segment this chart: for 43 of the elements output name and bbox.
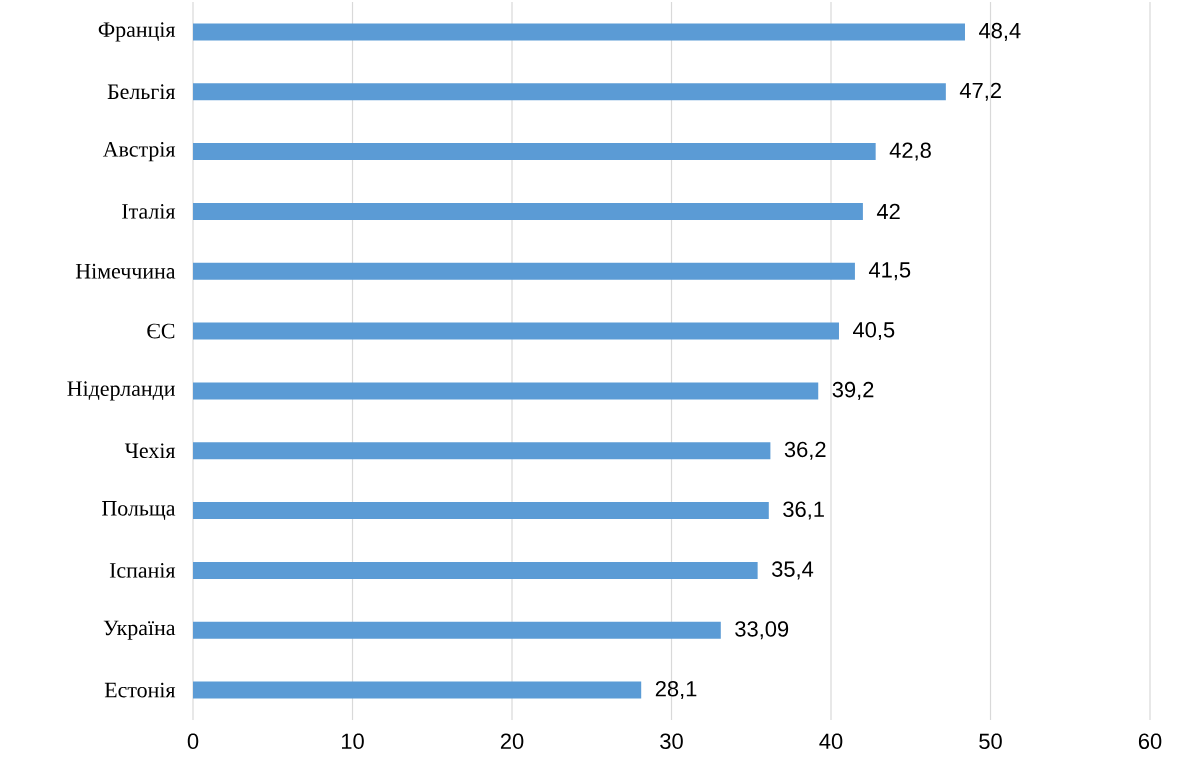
x-tick-label: 20 — [500, 733, 524, 750]
y-tick-label: Нідерланди — [67, 381, 175, 401]
y-tick-label: Франція — [98, 22, 176, 42]
y-tick-label: Бельгія — [107, 84, 176, 100]
y-tick-label: Польща — [102, 501, 176, 521]
x-tick-label: 30 — [660, 733, 683, 750]
bar — [193, 681, 642, 699]
bar — [193, 143, 876, 161]
data-label: 42 — [876, 203, 900, 220]
y-tick-label: Італія — [122, 204, 176, 219]
x-tick-label: 10 — [341, 733, 364, 750]
bar — [193, 322, 839, 340]
bar — [193, 382, 819, 400]
data-label: 36,1 — [783, 501, 824, 520]
x-tick-label: 40 — [819, 733, 843, 750]
data-label: 48,4 — [979, 22, 1021, 41]
bar — [193, 621, 721, 639]
bar — [193, 502, 769, 520]
x-tick-label: 50 — [979, 733, 1002, 750]
bar — [193, 561, 758, 579]
data-label: 36,2 — [784, 441, 826, 460]
data-label: 41,5 — [868, 262, 911, 281]
x-tick-label: 60 — [1138, 733, 1162, 750]
y-tick-label: Німеччина — [75, 263, 176, 279]
y-tick-label: Австрія — [102, 141, 176, 162]
bar — [193, 83, 946, 101]
data-label: 39,2 — [832, 381, 874, 400]
data-label: 40,5 — [853, 322, 895, 341]
x-tick-label: 0 — [187, 733, 199, 750]
bar — [193, 262, 855, 280]
bar — [193, 23, 965, 41]
y-tick-label: Чехія — [124, 443, 176, 459]
data-label: 28,1 — [655, 681, 697, 700]
data-label: 33,09 — [735, 621, 789, 640]
y-tick-label: Естонія — [104, 682, 176, 698]
data-label: 47,2 — [959, 82, 1001, 101]
y-tick-label: Іспанія — [109, 563, 176, 578]
bar — [193, 202, 863, 220]
data-label: 35,4 — [771, 561, 814, 580]
bar — [193, 442, 771, 460]
y-tick-label: Україна — [103, 620, 176, 640]
y-tick-label: ЄС — [147, 323, 175, 339]
data-label: 42,8 — [889, 142, 931, 161]
